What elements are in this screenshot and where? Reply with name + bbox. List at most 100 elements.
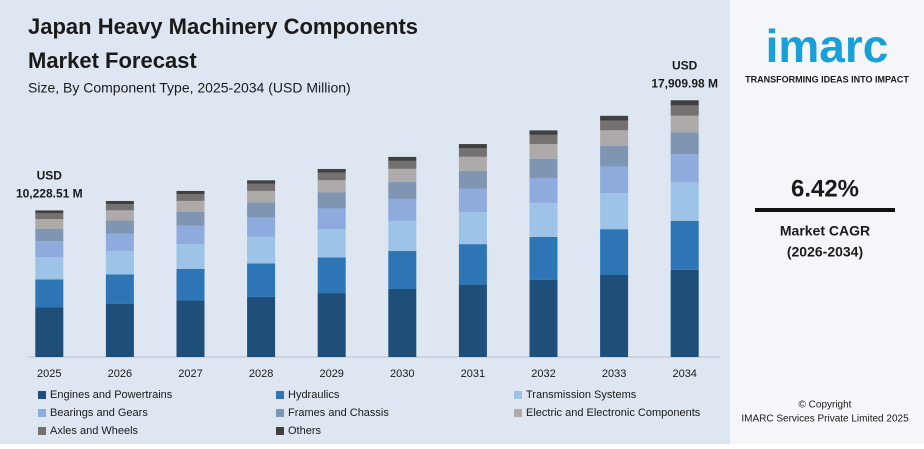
- bar-segment: [35, 228, 64, 242]
- annotation-value: 10,228.51 M: [16, 187, 83, 201]
- bar-segment: [458, 188, 487, 213]
- bar-segment: [247, 217, 276, 237]
- bar-segment: [388, 220, 417, 251]
- x-tick-label: 2033: [602, 368, 626, 380]
- bar-segment: [105, 303, 134, 357]
- bar-segment: [600, 130, 629, 146]
- legend-swatch: [38, 427, 46, 435]
- bar-segment: [529, 143, 558, 159]
- bar-segment: [458, 148, 487, 157]
- legend-swatch: [276, 427, 284, 435]
- annotation-unit: USD: [37, 169, 63, 183]
- bar-segment: [247, 236, 276, 264]
- cagr-value: 6.42%: [791, 175, 859, 202]
- bar-segment: [176, 211, 205, 226]
- annotation-value: 17,909.98 M: [651, 76, 718, 90]
- bar-segment: [670, 154, 699, 183]
- bar-segment: [317, 180, 346, 193]
- bar-segment: [317, 168, 346, 173]
- legend-label: Frames and Chassis: [288, 407, 389, 419]
- bar-segment: [105, 250, 134, 275]
- bar-segment: [600, 229, 629, 275]
- bar-segment: [670, 132, 699, 155]
- bar-segment: [388, 181, 417, 199]
- chart-title: Japan Heavy Machinery Components: [28, 14, 418, 39]
- x-tick-label: 2029: [319, 368, 343, 380]
- bar-segment: [670, 269, 699, 357]
- bar-segment: [388, 250, 417, 289]
- bar-segment: [388, 168, 417, 182]
- legend-swatch: [38, 391, 46, 399]
- x-tick-label: 2034: [672, 368, 696, 380]
- annotation-unit: USD: [672, 58, 698, 72]
- cagr-label: Market CAGR: [780, 223, 870, 239]
- bar-segment: [247, 190, 276, 203]
- legend-swatch: [38, 409, 46, 417]
- x-tick-label: 2026: [108, 368, 132, 380]
- bar-segment: [105, 210, 134, 221]
- bar-segment: [529, 279, 558, 357]
- bar-segment: [176, 190, 205, 195]
- bar-segment: [388, 288, 417, 357]
- x-tick-label: 2030: [390, 368, 414, 380]
- legend-swatch: [514, 391, 522, 399]
- bar-segment: [670, 182, 699, 221]
- bar-segment: [388, 160, 417, 169]
- bar-segment: [388, 198, 417, 221]
- bar-segment: [600, 145, 629, 167]
- legend-swatch: [276, 409, 284, 417]
- bar-segment: [176, 194, 205, 201]
- bar-segment: [105, 220, 134, 234]
- bar-segment: [458, 284, 487, 357]
- bar-segment: [176, 268, 205, 301]
- copyright: © Copyright: [799, 400, 852, 411]
- legend-label: Hydraulics: [288, 389, 340, 401]
- bar-segment: [529, 236, 558, 280]
- bar-segment: [458, 156, 487, 171]
- logo: imarc: [766, 20, 889, 72]
- bar-segment: [35, 210, 64, 214]
- bar-segment: [529, 158, 558, 178]
- bar-segment: [35, 241, 64, 258]
- bar-segment: [317, 192, 346, 209]
- x-tick-label: 2032: [531, 368, 555, 380]
- legend-label: Axles and Wheels: [50, 425, 139, 437]
- bar-segment: [176, 244, 205, 269]
- bar-segment: [317, 208, 346, 230]
- bar-segment: [35, 279, 64, 308]
- bar-segment: [247, 202, 276, 218]
- tagline: TRANSFORMING IDEAS INTO IMPACT: [745, 74, 909, 84]
- bar-segment: [317, 257, 346, 294]
- bar-segment: [670, 100, 699, 106]
- legend-label: Electric and Electronic Components: [526, 407, 701, 419]
- legend-swatch: [276, 391, 284, 399]
- legend-label: Bearings and Gears: [50, 407, 148, 419]
- bar-segment: [529, 177, 558, 203]
- bar-segment: [176, 225, 205, 245]
- bar-segment: [670, 115, 699, 133]
- bar-segment: [247, 180, 276, 184]
- bar-segment: [105, 200, 134, 205]
- bar-segment: [105, 233, 134, 251]
- bar-segment: [247, 263, 276, 297]
- legend-swatch: [514, 409, 522, 417]
- bar-segment: [317, 293, 346, 357]
- bar-segment: [247, 296, 276, 357]
- bar-segment: [317, 172, 346, 181]
- bar-segment: [670, 220, 699, 270]
- cagr-period: (2026-2034): [787, 244, 863, 260]
- legend-label: Transmission Systems: [526, 389, 637, 401]
- bar-segment: [529, 202, 558, 237]
- bar-segment: [176, 200, 205, 212]
- bar-segment: [600, 115, 629, 121]
- chart-subtitle: Size, By Component Type, 2025-2034 (USD …: [28, 80, 351, 96]
- x-tick-label: 2028: [249, 368, 273, 380]
- bar-segment: [458, 244, 487, 285]
- bar-segment: [317, 229, 346, 258]
- chart-title: Market Forecast: [28, 48, 197, 73]
- bar-segment: [458, 170, 487, 189]
- x-tick-label: 2027: [178, 368, 202, 380]
- sidebar-background: [730, 0, 924, 444]
- bar-segment: [600, 166, 629, 193]
